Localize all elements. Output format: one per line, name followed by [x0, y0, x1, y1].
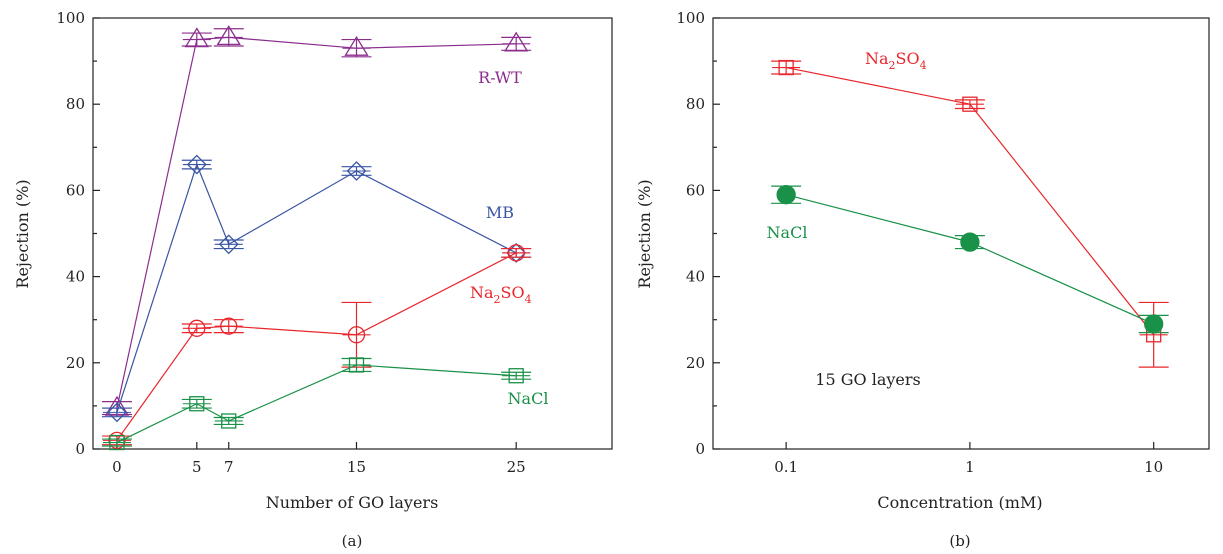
b-marker-nacl [960, 232, 980, 252]
a-marker-mb [506, 242, 527, 263]
panel-a-series [101, 25, 532, 451]
panel-b-series [771, 59, 1169, 368]
a-marker-r-wt [504, 31, 529, 52]
a-marker-r-wt [344, 35, 369, 56]
panel-a-y-axis-label: Rejection (%) [13, 179, 32, 288]
a-marker-mb [107, 402, 127, 423]
a-x-tick-label: 25 [507, 458, 526, 476]
a-series-mb [101, 154, 532, 423]
a-marker-r-wt [216, 25, 241, 46]
a-marker-mb [186, 154, 207, 175]
b-x-tick-label: 1 [965, 458, 975, 476]
b-line-nacl [785, 194, 1154, 325]
b-marker-nacl [1144, 314, 1164, 334]
a-y-tick-label: 0 [75, 440, 85, 458]
a-marker-mb [218, 234, 239, 255]
annotation-na2so4-b: Na2SO4 [865, 49, 927, 72]
panel-b-x-ticks: 0.1 1 10 [774, 442, 1163, 476]
annotation-mb: MB [486, 203, 514, 222]
panel-a-x-axis-label: Number of GO layers [266, 493, 439, 512]
panel-b-y-axis-label: Rejection (%) [635, 179, 654, 288]
panel-b-y-ticks: 0 20 40 60 80 100 [676, 9, 720, 458]
panel-a-x-ticks: 0 5 7 15 25 [112, 442, 526, 476]
panel-a-y-ticks: 0 20 40 60 80 100 [56, 9, 100, 458]
a-line-na2so4 [116, 252, 517, 441]
panel-a-frame [92, 17, 613, 450]
a-marker-mb [346, 161, 367, 181]
b-y-tick-label: 0 [695, 440, 705, 458]
a-y-tick-label: 40 [66, 268, 85, 286]
a-x-tick-label: 0 [112, 458, 122, 476]
b-series-na2so4 [771, 59, 1169, 368]
annotation-r-wt: R-WT [478, 68, 522, 87]
a-series-na2so4 [101, 244, 532, 450]
b-x-tick-label: 0.1 [774, 458, 798, 476]
annotation-nacl-a: NaCl [508, 389, 549, 408]
a-y-tick-label: 60 [66, 181, 85, 199]
b-marker-nacl [776, 185, 796, 205]
panel-b: 0 20 40 60 80 100 0.1 1 10 Concentration (mM) R… [635, 9, 1210, 550]
a-line-nacl [116, 364, 517, 444]
b-x-tick-label: 10 [1144, 458, 1163, 476]
a-marker-r-wt [184, 27, 209, 48]
a-x-tick-label: 7 [224, 458, 234, 476]
a-line-mb [116, 162, 517, 413]
b-y-tick-label: 100 [676, 9, 705, 27]
b-y-tick-label: 40 [686, 268, 705, 286]
a-y-tick-label: 80 [66, 95, 85, 113]
b-y-tick-label: 60 [686, 181, 705, 199]
a-series-nacl [101, 357, 532, 451]
panel-a: 0 20 40 60 80 100 0 5 7 15 25 Number of GO layers… [13, 9, 613, 550]
a-y-tick-label: 100 [56, 9, 85, 27]
panel-b-label: (b) [949, 532, 970, 550]
annotation-nacl-b: NaCl [767, 223, 808, 242]
a-y-tick-label: 20 [66, 354, 85, 372]
annotation-na2so4-a: Na2SO4 [470, 283, 532, 306]
panel-a-label: (a) [342, 532, 363, 550]
a-series-r-wt [101, 25, 532, 416]
a-x-tick-label: 15 [347, 458, 366, 476]
annotation-15-go-layers: 15 GO layers [815, 370, 920, 389]
a-x-tick-label: 5 [192, 458, 202, 476]
b-series-nacl [771, 185, 1169, 334]
panel-b-x-axis-label: Concentration (mM) [877, 493, 1042, 512]
b-y-tick-label: 20 [686, 354, 705, 372]
b-y-tick-label: 80 [686, 95, 705, 113]
